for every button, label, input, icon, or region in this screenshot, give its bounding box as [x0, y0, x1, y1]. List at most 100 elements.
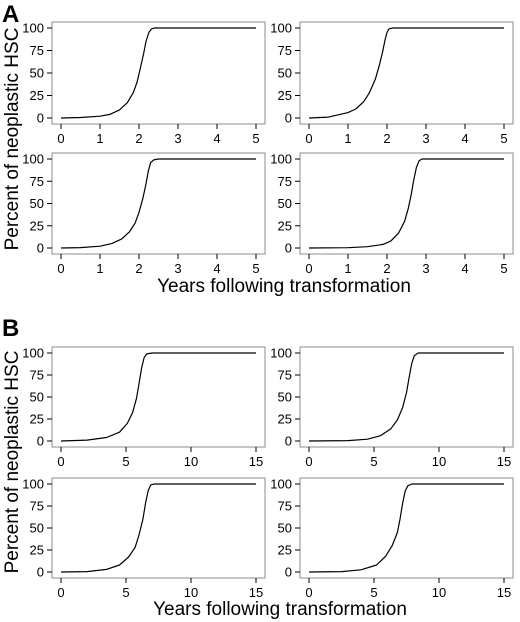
y-tick-label: 75 — [278, 174, 292, 189]
y-tick-label: 100 — [270, 346, 292, 361]
y-tick-label: 25 — [30, 218, 44, 233]
y-tick-label: 25 — [30, 543, 44, 558]
x-axis-title-a: Years following transformation — [157, 276, 411, 297]
x-tick-label: 0 — [305, 131, 312, 146]
x-tick-label: 3 — [174, 261, 181, 276]
y-tick-label: 50 — [278, 196, 292, 211]
plot-frame — [299, 21, 514, 125]
y-tick-label: 0 — [37, 434, 44, 449]
x-axis-title-b: Years following transformation — [153, 599, 407, 620]
y-tick-label: 25 — [278, 88, 292, 103]
y-tick-label: 25 — [278, 412, 292, 427]
y-tick-label: 100 — [22, 152, 44, 167]
x-tick-label: 15 — [249, 454, 263, 469]
y-tick-label: 0 — [37, 241, 44, 256]
plot-frame — [51, 21, 266, 125]
x-tick-label: 2 — [383, 131, 390, 146]
y-tick-label: 50 — [30, 390, 44, 405]
plot-frame — [51, 477, 266, 579]
series-line — [60, 158, 256, 249]
x-tick-label: 3 — [422, 131, 429, 146]
y-tick-label: 100 — [22, 21, 44, 36]
y-tick-label: 50 — [278, 390, 292, 405]
x-tick-label: 15 — [249, 585, 263, 600]
y-tick-label: 75 — [278, 43, 292, 58]
y-tick-label: 0 — [285, 111, 292, 126]
y-tick-label: 0 — [285, 565, 292, 580]
x-tick-label: 1 — [96, 131, 103, 146]
y-tick-label: 100 — [270, 477, 292, 492]
section-b: B Percent of neoplastic HSC Years follow… — [2, 315, 514, 620]
x-tick-label: 0 — [57, 261, 64, 276]
y-tick-label: 0 — [285, 241, 292, 256]
x-tick-label: 1 — [96, 261, 103, 276]
y-tick-label: 75 — [30, 43, 44, 58]
y-tick-label: 75 — [30, 174, 44, 189]
x-tick-label: 1 — [344, 261, 351, 276]
x-tick-label: 10 — [432, 585, 446, 600]
y-tick-label: 0 — [37, 111, 44, 126]
series-line — [60, 27, 256, 119]
y-tick-label: 100 — [22, 346, 44, 361]
x-tick-label: 0 — [305, 454, 312, 469]
y-tick-label: 50 — [278, 66, 292, 81]
y-tick-label: 50 — [30, 196, 44, 211]
y-tick-label: 0 — [37, 565, 44, 580]
y-tick-label: 100 — [270, 21, 292, 36]
x-tick-label: 15 — [497, 585, 511, 600]
x-tick-label: 0 — [57, 131, 64, 146]
x-tick-label: 5 — [500, 131, 507, 146]
x-tick-label: 10 — [432, 454, 446, 469]
x-tick-label: 2 — [135, 131, 142, 146]
x-tick-label: 5 — [370, 454, 377, 469]
x-tick-label: 2 — [383, 261, 390, 276]
x-tick-label: 4 — [213, 261, 220, 276]
chart-panel-b-top-left: 0 5 10 15 0 25 50 75 100 — [22, 346, 266, 469]
section-a: A Percent of neoplastic HSC Years follow… — [2, 1, 514, 297]
x-tick-label: 5 — [500, 261, 507, 276]
panel-letter-a: A — [2, 1, 19, 28]
x-tick-label: 5 — [122, 454, 129, 469]
plot-frame — [51, 346, 266, 448]
series-line — [308, 158, 504, 249]
y-tick-label: 25 — [278, 218, 292, 233]
y-tick-label: 25 — [278, 543, 292, 558]
x-tick-label: 5 — [370, 585, 377, 600]
chart-panel-b-bottom-right: 0 5 10 15 0 25 50 75 100 — [270, 477, 514, 600]
x-tick-label: 2 — [135, 261, 142, 276]
y-tick-label: 75 — [278, 368, 292, 383]
y-tick-label: 75 — [30, 499, 44, 514]
series-line — [308, 352, 504, 442]
y-tick-label: 75 — [30, 368, 44, 383]
x-tick-label: 0 — [305, 261, 312, 276]
x-tick-label: 0 — [305, 585, 312, 600]
y-tick-label: 50 — [278, 521, 292, 536]
series-line — [60, 352, 256, 442]
y-tick-label: 100 — [270, 152, 292, 167]
y-tick-label: 50 — [30, 66, 44, 81]
y-tick-label: 25 — [30, 412, 44, 427]
panel-letter-b: B — [2, 315, 19, 342]
series-line — [308, 27, 504, 119]
y-axis-title-b: Percent of neoplastic HSC — [2, 351, 23, 574]
x-tick-label: 1 — [344, 131, 351, 146]
y-tick-label: 100 — [22, 477, 44, 492]
x-tick-label: 10 — [184, 454, 198, 469]
plot-frame — [299, 152, 514, 255]
y-tick-label: 0 — [285, 434, 292, 449]
plot-frame — [51, 152, 266, 255]
x-tick-label: 5 — [252, 131, 259, 146]
chart-panel-b-bottom-left: 0 5 10 15 0 25 50 75 100 — [22, 477, 266, 600]
y-tick-label: 25 — [30, 88, 44, 103]
series-line — [308, 483, 504, 573]
x-tick-label: 5 — [252, 261, 259, 276]
x-tick-label: 3 — [174, 131, 181, 146]
x-tick-label: 4 — [213, 131, 220, 146]
plot-frame — [299, 477, 514, 579]
x-tick-label: 3 — [422, 261, 429, 276]
